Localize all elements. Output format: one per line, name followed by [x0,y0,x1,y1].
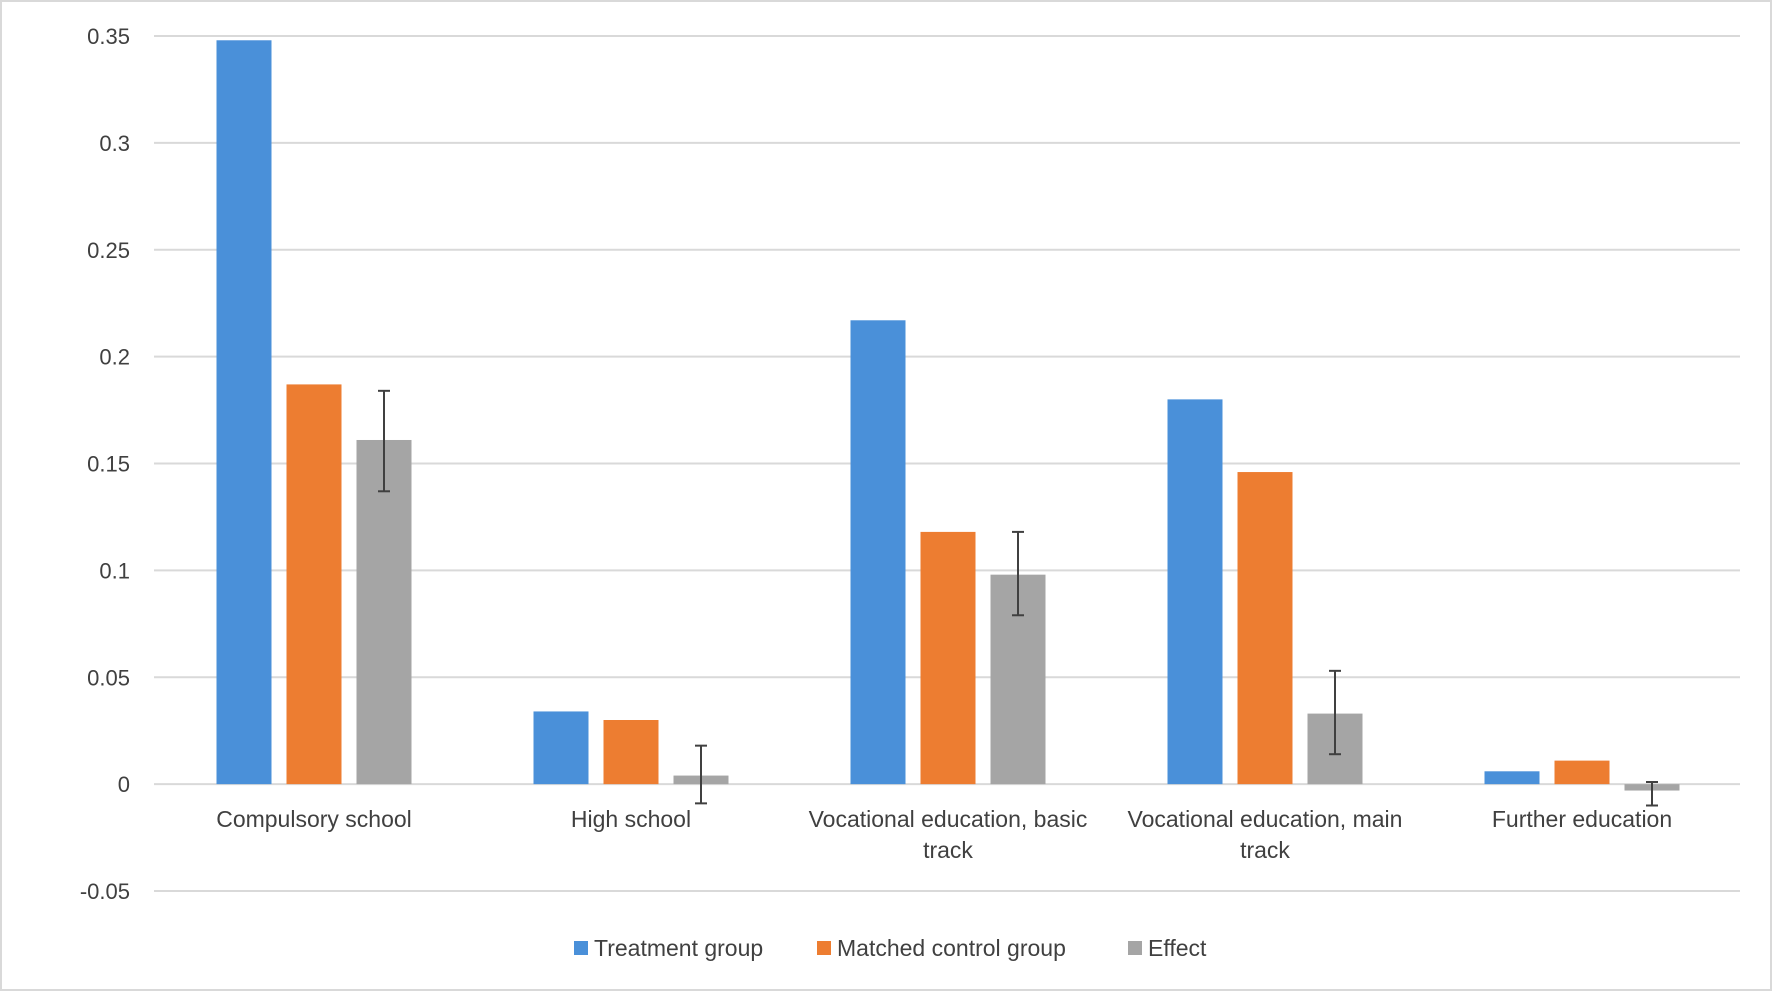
legend-label: Effect [1148,935,1207,961]
bar-matched-control-group [1237,472,1293,785]
legend-item-matched-control-group[interactable]: Matched control group [817,935,1066,961]
error-bar [695,744,707,805]
legend-label: Treatment group [594,935,763,961]
bar-treatment-group [1167,399,1223,785]
legend-item-effect[interactable]: Effect [1128,935,1207,961]
y-tick-label: 0.1 [99,558,130,583]
category-label: Further education [1492,806,1672,832]
bar-treatment-group [850,320,906,785]
bar-matched-control-group [1554,760,1610,785]
error-bar [1646,780,1658,807]
bar-matched-control-group [286,384,342,785]
error-bar [1012,530,1024,617]
category-label: Compulsory school [216,806,412,832]
legend[interactable]: Treatment group Matched control group Effe… [574,935,1207,961]
category-label: Vocational education, basic [809,806,1088,832]
bar-matched-control-group [920,531,976,785]
bar-treatment-group [216,40,272,785]
bars [216,40,1680,791]
category-label: track [923,837,973,863]
x-axis-category-labels: Compulsory school High school Vocational e… [216,806,1672,863]
legend-swatch [574,941,588,955]
bar-treatment-group [533,711,589,785]
y-tick-label: 0 [118,772,130,797]
y-axis-tick-labels: 0.35 0.3 0.25 0.2 0.15 0.1 0.05 0 -0.05 [80,24,130,904]
category-label: High school [571,806,691,832]
error-bars [378,389,1658,807]
y-tick-label: 0.15 [87,452,130,477]
legend-item-treatment-group[interactable]: Treatment group [574,935,763,961]
error-bar [378,389,390,493]
legend-label: Matched control group [837,935,1066,961]
bar-matched-control-group [603,720,659,785]
y-tick-label: 0.25 [87,238,130,263]
y-tick-label: 0.05 [87,665,130,690]
y-tick-label: 0.2 [99,345,130,370]
legend-swatch [817,941,831,955]
y-tick-label: 0.35 [87,24,130,49]
bar-effect [356,439,412,785]
error-bar [1329,669,1341,756]
category-label: track [1240,837,1290,863]
category-label: Vocational education, main [1128,806,1403,832]
bar-treatment-group [1484,771,1540,785]
y-tick-label: -0.05 [80,879,130,904]
y-tick-label: 0.3 [99,131,130,156]
legend-swatch [1128,941,1142,955]
